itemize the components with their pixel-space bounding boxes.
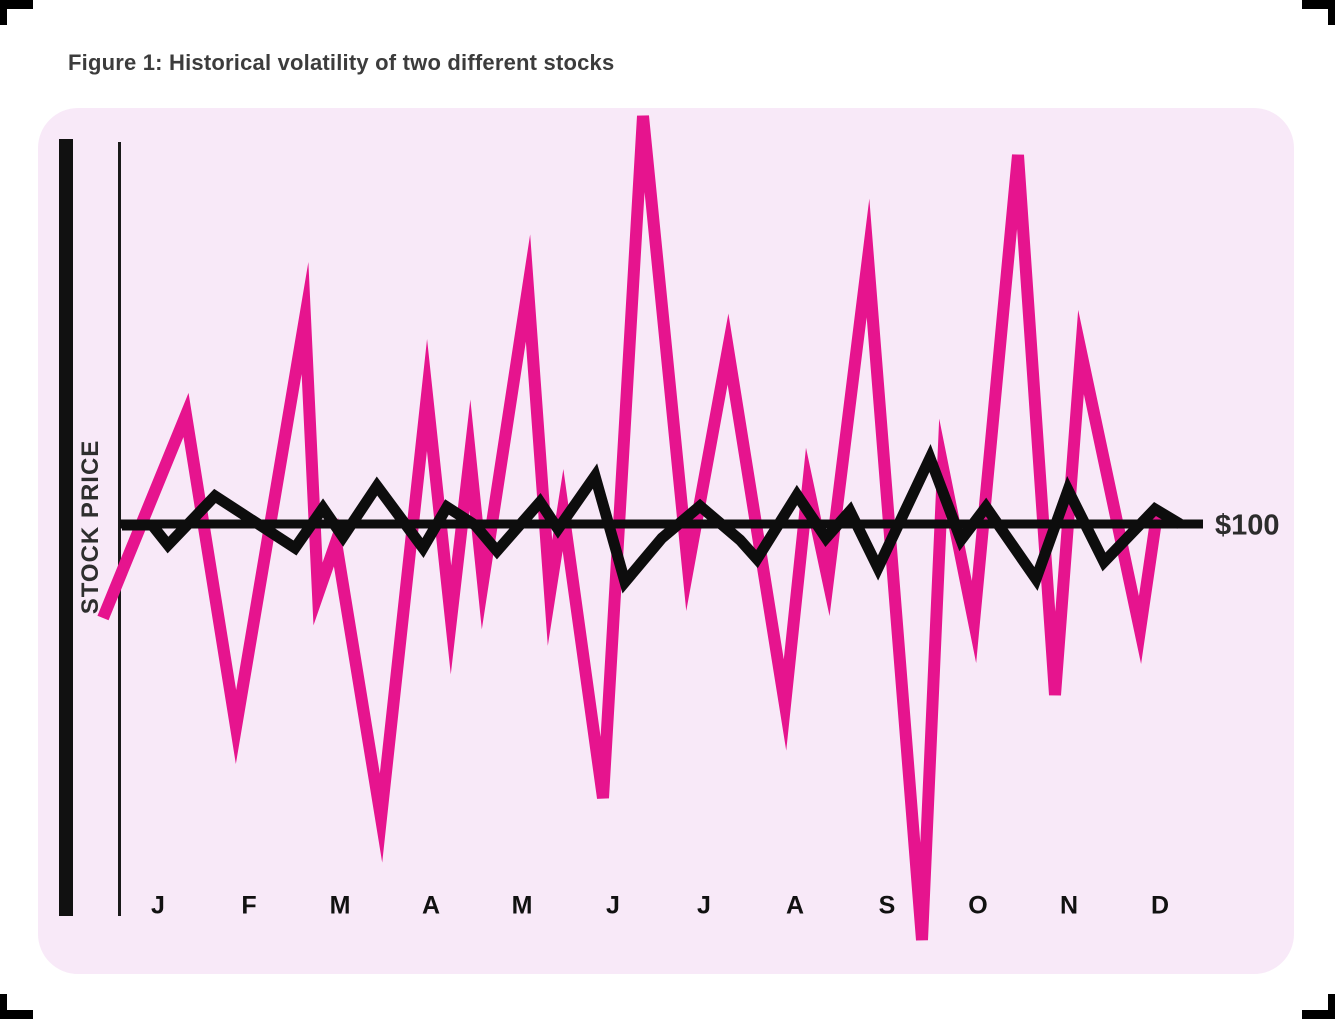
month-label-7: J xyxy=(697,891,711,920)
figure-title: Figure 1: Historical volatility of two d… xyxy=(68,50,615,75)
low-volatility-stock xyxy=(122,443,1183,594)
month-label-11: N xyxy=(1059,891,1079,920)
corner-mark-top-left xyxy=(0,0,33,25)
high-volatility-stock xyxy=(97,115,1163,941)
corner-mark-bottom-left xyxy=(0,994,33,1019)
month-label-6: J xyxy=(606,891,620,920)
month-label-2: F xyxy=(241,891,257,920)
month-label-12: D xyxy=(1150,891,1170,920)
baseline-price-label: $100 xyxy=(1215,509,1280,542)
y-axis-label: STOCK PRICE xyxy=(77,439,104,615)
y-axis-thick-bar xyxy=(59,139,73,916)
y-axis-line xyxy=(118,142,121,916)
month-label-3: M xyxy=(329,891,351,920)
month-label-10: O xyxy=(968,891,988,920)
month-label-5: M xyxy=(511,891,533,920)
month-label-8: A xyxy=(785,891,805,920)
corner-mark-bottom-right xyxy=(1302,994,1335,1019)
month-label-9: S xyxy=(878,891,896,920)
corner-mark-top-right xyxy=(1302,0,1335,25)
month-label-1: J xyxy=(151,891,165,920)
month-label-4: A xyxy=(421,891,441,920)
